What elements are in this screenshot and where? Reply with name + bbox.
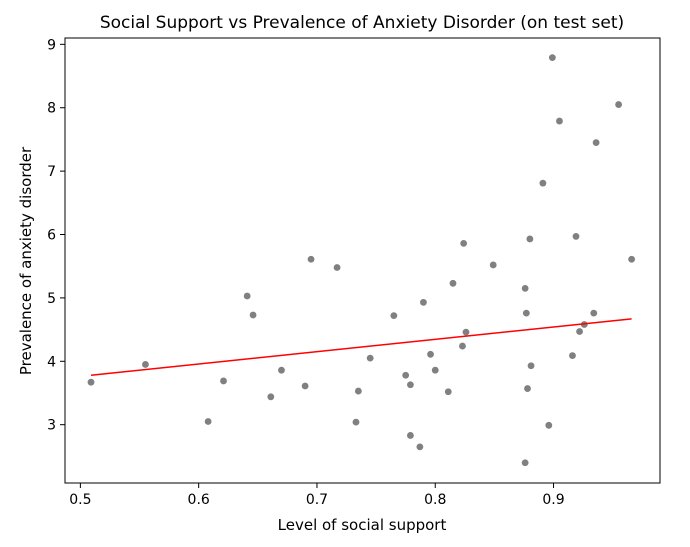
regression-line: [90, 318, 632, 376]
data-point: [407, 381, 414, 389]
x-tick-label: 0.6: [188, 492, 210, 508]
y-axis-label: Prevalence of anxiety disorder: [17, 146, 35, 375]
x-tick-label: 0.8: [424, 492, 446, 508]
x-tick-label: 0.7: [306, 492, 328, 508]
data-point: [352, 418, 360, 426]
data-point: [527, 362, 535, 370]
data-point: [539, 179, 547, 187]
data-point: [545, 421, 553, 429]
data-point: [267, 393, 275, 401]
y-tick-label: 7: [47, 164, 56, 180]
data-point: [204, 418, 212, 425]
y-tick-label: 9: [47, 37, 56, 53]
data-point: [548, 54, 556, 62]
data-point: [354, 387, 362, 395]
data-point: [556, 117, 563, 125]
data-point: [459, 342, 466, 350]
data-point: [628, 255, 636, 263]
data-point: [249, 311, 257, 319]
x-tick-label: 0.9: [542, 492, 564, 508]
data-point: [307, 255, 315, 263]
y-tick-label: 4: [47, 354, 56, 370]
data-point: [521, 459, 529, 467]
data-point: [444, 388, 452, 396]
data-point: [524, 385, 531, 392]
data-point: [301, 382, 309, 390]
data-point: [407, 432, 414, 439]
y-tick-label: 3: [47, 418, 56, 434]
data-point: [460, 239, 468, 247]
plot-area: [87, 54, 636, 467]
data-point: [431, 366, 439, 374]
data-point: [243, 292, 251, 300]
data-point: [576, 328, 583, 335]
y-tick-label: 5: [47, 291, 56, 307]
data-point: [489, 261, 497, 269]
y-tick-label: 6: [47, 228, 56, 244]
chart-title: Social Support vs Prevalence of Anxiety …: [100, 13, 624, 33]
data-point: [526, 235, 534, 243]
data-point: [580, 321, 588, 328]
data-point: [592, 139, 600, 146]
data-point: [416, 443, 424, 451]
data-point: [615, 101, 622, 108]
data-point: [366, 354, 374, 362]
data-point: [220, 377, 227, 385]
data-point: [402, 371, 410, 379]
data-point: [449, 279, 457, 287]
data-point: [522, 309, 530, 317]
data-point: [569, 352, 576, 359]
plot-frame: [64, 37, 661, 484]
data-point: [278, 366, 285, 374]
data-point: [390, 312, 398, 320]
data-point: [333, 264, 341, 271]
data-point: [521, 284, 529, 292]
data-point: [87, 378, 95, 386]
y-tick-label: 8: [47, 101, 56, 117]
data-point: [572, 233, 580, 240]
data-point: [427, 350, 434, 358]
axis-ticks: 0.5 0.6 0.7 0.8 0.9 3 4 5 6 7 8 9: [47, 37, 565, 508]
data-point: [420, 298, 427, 306]
x-axis-label: Level of social support: [278, 516, 447, 534]
data-point: [142, 361, 149, 368]
data-point: [462, 328, 470, 336]
data-point: [590, 309, 598, 317]
x-tick-label: 0.5: [69, 492, 91, 508]
